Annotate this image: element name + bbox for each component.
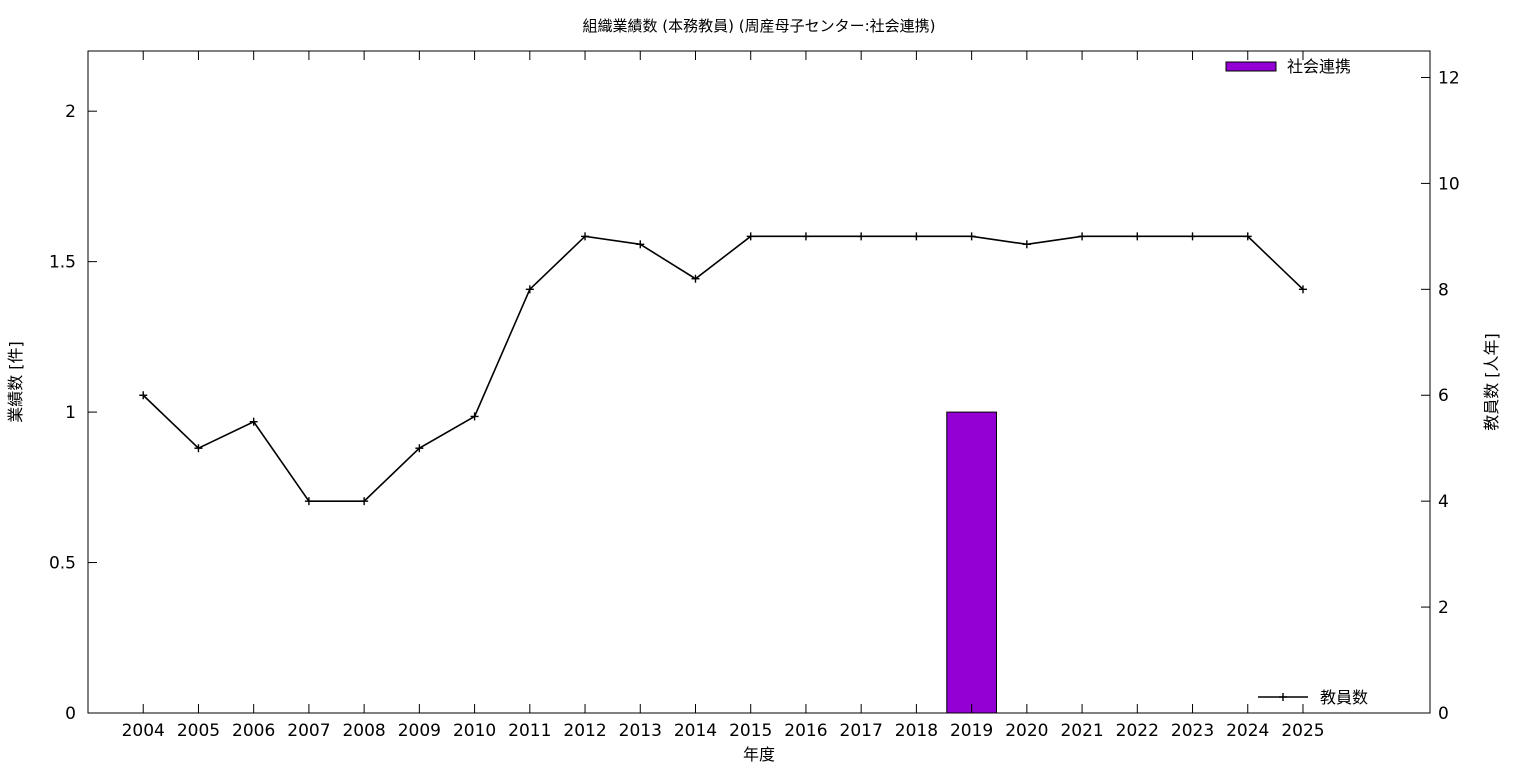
left-y-tick-label: 1.5 [49, 253, 76, 273]
x-tick-label: 2018 [895, 721, 938, 741]
plot-frame [87, 50, 1431, 714]
data-point [360, 497, 369, 506]
legend-bar: 社会連携 [1225, 57, 1351, 76]
right-y-tick-label: 4 [1438, 492, 1449, 512]
chart-title: 組織業績数 (本務教員) (周産母子センター:社会連携) [582, 17, 935, 35]
legend-bar-label: 社会連携 [1287, 57, 1351, 76]
x-tick-label: 2014 [674, 721, 717, 741]
data-point [1133, 232, 1142, 241]
right-y-tick-label: 8 [1438, 280, 1449, 300]
series-line [142, 235, 1304, 502]
x-tick-label: 2011 [508, 721, 551, 741]
right-y-tick-label: 2 [1438, 598, 1449, 618]
data-point [857, 232, 866, 241]
data-point [304, 497, 313, 506]
data-point [470, 412, 479, 421]
x-tick-label: 2006 [232, 721, 275, 741]
left-y-tick-label: 0 [65, 704, 76, 724]
data-point [636, 240, 645, 249]
x-tick-label: 2024 [1226, 721, 1269, 741]
data-point [746, 232, 755, 241]
x-tick-label: 2019 [950, 721, 993, 741]
bar-group [946, 411, 997, 714]
line-group [139, 232, 1307, 506]
right-y-tick-label: 0 [1438, 704, 1449, 724]
bar [946, 411, 997, 714]
x-tick-label: 2012 [563, 721, 606, 741]
left-y-tick-label: 0.5 [49, 554, 76, 574]
x-tick-label: 2020 [1005, 721, 1048, 741]
right-y-axis-label: 教員数 [人年] [1482, 333, 1501, 431]
data-point [139, 391, 148, 400]
left-y-tick-label: 2 [65, 102, 76, 122]
x-tick-label: 2013 [619, 721, 662, 741]
x-tick-label: 2004 [122, 721, 165, 741]
x-tick-label: 2007 [287, 721, 330, 741]
x-tick-label: 2023 [1171, 721, 1214, 741]
data-point [1188, 232, 1197, 241]
right-y-tick-label: 6 [1438, 386, 1449, 406]
data-point [525, 285, 534, 294]
x-tick-label: 2017 [840, 721, 883, 741]
left-y-tick-label: 1 [65, 403, 76, 423]
data-point [691, 274, 700, 283]
x-tick-label: 2025 [1281, 721, 1324, 741]
right-y-axis: 0 2 4 6 8 10 12 [1421, 68, 1460, 724]
x-tick-label: 2005 [177, 721, 220, 741]
data-point [1243, 232, 1252, 241]
x-axis: 2004 2005 2006 2007 2008 2009 2010 2011 2012 2013… [122, 51, 1325, 741]
x-tick-label: 2015 [729, 721, 772, 741]
x-tick-label: 2022 [1116, 721, 1159, 741]
x-tick-label: 2008 [342, 721, 385, 741]
x-tick-label: 2010 [453, 721, 496, 741]
data-point [967, 232, 976, 241]
x-tick-label: 2009 [398, 721, 441, 741]
right-y-tick-label: 12 [1438, 68, 1460, 88]
data-point [801, 232, 810, 241]
x-tick-label: 2021 [1060, 721, 1103, 741]
x-tick-label: 2016 [784, 721, 827, 741]
right-y-tick-label: 10 [1438, 174, 1460, 194]
data-point [1078, 232, 1087, 241]
data-point [1298, 285, 1307, 294]
legend-line: 教員数 [1258, 688, 1368, 707]
data-point [912, 232, 921, 241]
data-point [581, 232, 590, 241]
legend-line-label: 教員数 [1320, 688, 1368, 707]
data-point [194, 444, 203, 453]
left-y-axis-label: 業績数 [件] [6, 341, 25, 423]
data-point [415, 444, 424, 453]
x-axis-label: 年度 [743, 745, 775, 764]
legend-bar-swatch [1225, 61, 1277, 72]
left-y-axis: 0 0.5 1 1.5 2 [49, 102, 97, 724]
data-point [1022, 240, 1031, 249]
data-point [249, 417, 258, 426]
